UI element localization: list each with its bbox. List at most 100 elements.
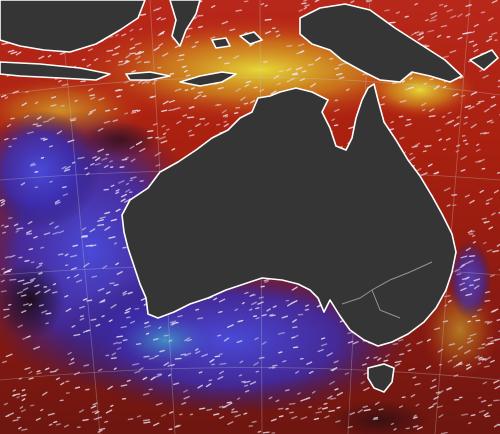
wind-particle bbox=[350, 0, 355, 4]
cool-zone bbox=[0, 110, 100, 230]
wind-particle bbox=[223, 337, 230, 342]
wind-particle bbox=[191, 87, 195, 90]
wind-particle bbox=[423, 82, 428, 85]
wind-particle bbox=[120, 384, 128, 387]
wind-particle bbox=[168, 339, 173, 342]
wind-particle bbox=[419, 31, 424, 34]
wind-particle bbox=[58, 79, 62, 83]
wind-particle bbox=[233, 111, 239, 115]
wind-particle bbox=[390, 120, 394, 124]
new-guinea bbox=[299, 3, 463, 83]
wind-particle bbox=[158, 136, 166, 140]
wind-particle bbox=[255, 307, 260, 310]
wind-particle bbox=[333, 108, 340, 112]
wind-particle bbox=[409, 152, 413, 155]
wind-particle bbox=[124, 112, 129, 115]
wind-particle bbox=[1, 360, 7, 364]
wind-particle bbox=[16, 227, 24, 230]
wind-particle bbox=[423, 144, 429, 147]
wind-particle bbox=[413, 142, 421, 148]
wind-particle bbox=[29, 277, 36, 281]
wind-particle bbox=[143, 421, 151, 424]
wind-particle bbox=[433, 396, 439, 400]
wind-particle bbox=[44, 288, 51, 294]
wind-particle bbox=[9, 254, 16, 258]
wind-particle bbox=[146, 81, 151, 84]
wind-particle bbox=[129, 37, 134, 41]
wind-particle bbox=[144, 321, 150, 325]
wind-particle bbox=[243, 102, 249, 105]
wind-particle bbox=[67, 139, 75, 143]
wind-particle bbox=[435, 391, 441, 394]
wind-particle bbox=[352, 341, 359, 345]
wind-particle bbox=[405, 123, 412, 127]
wind-particle bbox=[0, 224, 5, 227]
wind-particle bbox=[197, 14, 204, 17]
wind-particle bbox=[478, 409, 485, 413]
wind-particle bbox=[110, 404, 114, 408]
wind-particle bbox=[119, 166, 125, 169]
wind-particle bbox=[17, 279, 25, 283]
wind-particle bbox=[415, 167, 422, 172]
wind-particle bbox=[465, 293, 473, 297]
wind-particle bbox=[249, 293, 255, 297]
wind-particle bbox=[43, 232, 51, 236]
wind-particle bbox=[286, 45, 293, 47]
wind-particle bbox=[122, 339, 128, 342]
wind-particle bbox=[70, 357, 75, 361]
wind-particle bbox=[486, 197, 493, 202]
wind-particle bbox=[61, 83, 69, 87]
wind-particle bbox=[109, 160, 113, 163]
wind-particle bbox=[347, 425, 353, 429]
wind-particle bbox=[38, 272, 43, 275]
wind-particle bbox=[138, 50, 145, 55]
wind-particle bbox=[452, 354, 458, 358]
wind-particle bbox=[460, 255, 468, 259]
wind-particle bbox=[108, 236, 116, 239]
wind-particle bbox=[314, 0, 320, 3]
wind-particle bbox=[460, 169, 466, 172]
wind-particle bbox=[66, 276, 71, 279]
wind-particle bbox=[490, 103, 497, 108]
wind-particle bbox=[183, 389, 189, 393]
wind-particle bbox=[28, 370, 33, 375]
wind-particle bbox=[320, 343, 328, 347]
wind-particle bbox=[481, 358, 487, 361]
wind-particle bbox=[399, 136, 405, 140]
wind-particle bbox=[494, 385, 500, 390]
wind-particle bbox=[218, 405, 224, 408]
wind-particle bbox=[482, 74, 489, 79]
wind-particle bbox=[430, 385, 437, 389]
sulawesi bbox=[169, 0, 201, 47]
wind-particle bbox=[110, 303, 117, 309]
wind-particle bbox=[83, 364, 90, 367]
wind-particle bbox=[49, 370, 57, 373]
wind-particle bbox=[180, 353, 187, 356]
wind-particle bbox=[168, 373, 172, 377]
wind-particle bbox=[120, 325, 127, 329]
wind-particle bbox=[305, 304, 309, 307]
wind-particle bbox=[74, 386, 81, 389]
wind-particle bbox=[156, 17, 161, 21]
wind-particle bbox=[217, 376, 224, 380]
wind-particle bbox=[477, 362, 482, 365]
wind-particle bbox=[7, 217, 13, 220]
wind-particle bbox=[22, 281, 30, 285]
wind-particle bbox=[56, 130, 63, 135]
wind-particle bbox=[275, 34, 281, 38]
wind-particle bbox=[435, 84, 440, 88]
wind-particle bbox=[88, 111, 93, 116]
wind-particle bbox=[155, 163, 161, 167]
wind-particle bbox=[0, 202, 6, 207]
wind-particle bbox=[47, 54, 52, 58]
wind-particle bbox=[129, 28, 134, 32]
wind-particle bbox=[489, 274, 495, 278]
wind-particle bbox=[470, 123, 477, 129]
wind-particle bbox=[177, 58, 184, 62]
wind-particle bbox=[131, 109, 139, 112]
wind-particle bbox=[89, 228, 96, 233]
wind-particle bbox=[412, 425, 419, 428]
wind-particle bbox=[457, 36, 463, 40]
wind-particle bbox=[422, 150, 427, 153]
wind-particle bbox=[104, 109, 111, 112]
